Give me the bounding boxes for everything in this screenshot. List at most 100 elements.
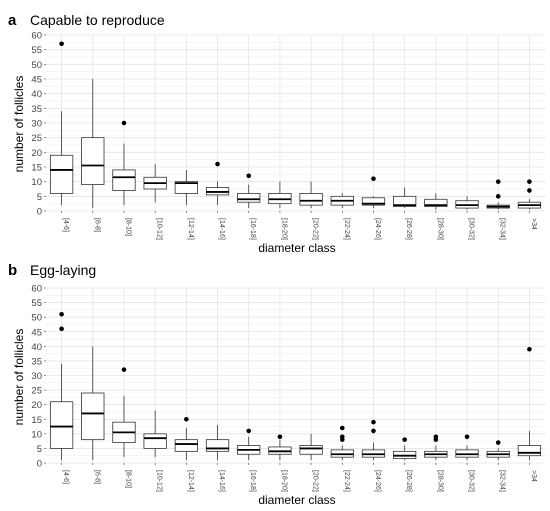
panel-b-x-tick-label: [16-18] [249,470,256,492]
panel-b-outlier-point [339,425,345,431]
panel-b-outlier-point [371,428,376,434]
panel-a-letter: a [8,12,17,29]
panel-a-y-tick-label: 20 [31,148,42,159]
panel-a-box-15 [486,179,510,210]
panel-b-outlier-point [464,434,470,440]
panel-b-outlier-point [495,440,501,445]
panel-b-y-tick-label: 25 [31,386,42,397]
panel-a-outlier-point [371,176,376,182]
panel-b-box-1 [49,311,74,461]
panel-a-box-body [49,154,74,194]
panel-b-outlier-point [339,434,345,440]
panel-a-box-7 [237,173,261,209]
panel-b-box-body [205,439,230,452]
panel-a-y-tick-label: 10 [31,177,42,188]
panel-a-box-4 [143,164,167,203]
panel-b-x-tick-label: [18-20] [280,470,287,492]
panel-a-outlier-point [527,188,532,193]
panel-b-y-tick-label: 0 [37,459,42,470]
panel-b-outlier-point [371,419,376,425]
panel-b-box-8 [268,434,292,461]
panel-b-x-tick-label: [26-28] [405,470,412,492]
panel-a-box-3 [112,120,136,206]
panel-a-outlier-point [121,120,127,126]
panel-b-box-10 [330,425,354,461]
panel-b-box-body [174,439,198,452]
panel-a-box-body [361,197,386,206]
panel-a-x-tick-label: [8-10] [124,218,131,236]
panel-b-plot-area: 0 5 10 15 20 25 30 35 40 45 50 55 60 [4-6] [6-8] [8-10]… [31,284,545,492]
panel-a-y-tick-label: 50 [31,60,42,71]
panel-a-box-body [174,181,198,194]
panel-a-outlier-point [495,194,501,199]
panel-a-box-body [393,195,417,207]
panel-a-y-tick-label: 55 [31,45,42,56]
panel-a-box-12 [393,187,417,209]
panel-b-y-axis-label: number of follicles [12,329,26,426]
panel-a-plot-area: 0 5 10 15 20 25 30 35 40 45 50 55 60 [4-6] [6-8] [8-10]… [31,31,545,240]
panel-b-outlier-point [402,437,407,442]
panel-b-x-tick-label: [14-16] [218,470,225,492]
panel-b: b Egg-laying 0 5 10 15 20 25 30 35 40 45 50 55 60 [4-… [8,262,545,507]
panel-a-box-13 [424,193,448,210]
panel-a-box-body [424,198,448,207]
panel-b-outlier-point [527,346,532,352]
panel-b-x-tick-label: [32-34] [499,470,506,492]
panel-b-outlier-point [59,326,64,332]
panel-a-x-tick-label: [30-32] [468,218,475,240]
panel-a-y-tick-label: 35 [31,104,42,115]
panel-a-x-tick-label: [16-18] [249,218,256,240]
panel-b-outlier-point [277,434,283,440]
panel-b-box-7 [237,428,261,461]
panel-b-x-tick-label: [22-24] [343,470,350,492]
panel-b-box-3 [112,367,136,458]
panel-b-x-tick-label: [24-26] [374,470,381,492]
panel-a-box-body [112,169,136,191]
panel-a-box-5 [174,169,198,206]
panel-a-x-tick-label: [10-12] [156,218,163,240]
panel-b-y-tick-label: 30 [31,371,42,382]
panel-a-box-10 [330,193,354,209]
panel-a-box-8 [268,181,292,209]
panel-b-title: Egg-laying [30,262,96,278]
panel-b-box-body [143,433,167,449]
panel-b-x-tick-label: [28-30] [436,470,443,492]
panel-b-y-tick-label: 45 [31,327,42,338]
panel-a-box-body [299,192,323,206]
panel-a-x-tick-label: [18-20] [280,218,287,240]
panel-b-box-13 [424,434,448,461]
panel-a-box-body [81,137,105,186]
panel-a-y-tick-label: 60 [31,31,42,42]
panel-a-x-tick-label: [20-22] [312,218,319,240]
panel-a-y-tick-label: 15 [31,163,42,174]
panel-b-y-tick-label: 40 [31,342,42,353]
panel-b-outlier-point [184,416,189,422]
panel-b-box-4 [143,410,167,458]
panel-b-box-16 [517,346,542,461]
panel-a-outlier-point [495,179,501,184]
panel-b-x-tick-label: [4-6] [62,470,69,484]
panel-b-y-tick-label: 10 [31,429,42,440]
panel-a-y-tick-label: 40 [31,89,42,100]
panel-b-y-tick-label: 55 [31,298,42,309]
panel-b-outlier-point [433,434,439,440]
panel-b-y-tick-label: 15 [31,415,42,426]
panel-b-box-2 [81,346,105,461]
panel-a-box-1 [49,41,74,206]
panel-a-x-tick-label: [32-34] [499,218,506,240]
panel-b-box-body [81,392,105,441]
panel-b-x-tick-label: [20-22] [312,470,319,492]
panel-b-x-tick-label: [12-14] [187,470,194,492]
panel-a-x-tick-label: [6-8] [93,218,100,232]
panel-a-outlier-point [246,173,252,179]
panel-a-y-tick-label: 0 [37,207,42,218]
panel-b-y-tick-label: 20 [31,400,42,411]
panel-b-box-5 [174,416,198,461]
panel-a-y-tick-label: 45 [31,75,42,86]
panel-b-x-tick-label: >34 [530,470,537,482]
panel-a-x-tick-label: [22-24] [343,218,350,240]
panel-a-y-tick-label: 30 [31,119,42,130]
panel-a-box-16 [517,179,542,210]
panel-a-box-6 [205,161,230,206]
